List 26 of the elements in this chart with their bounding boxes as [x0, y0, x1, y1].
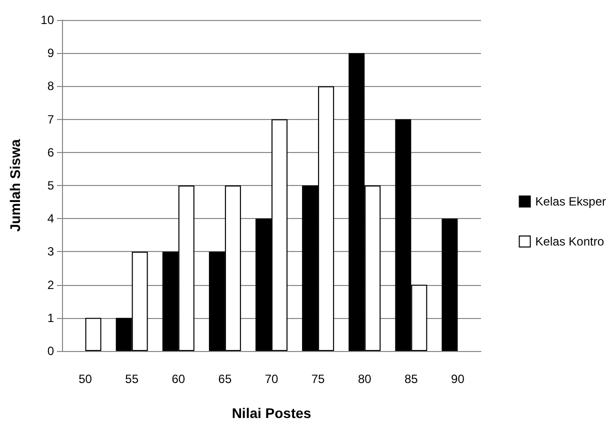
legend-label: Kelas Kontro [535, 234, 604, 248]
x-tick-label: 60 [172, 372, 186, 386]
y-tick-label: 8 [47, 79, 54, 94]
bar [442, 218, 458, 351]
x-tick-label: 90 [451, 372, 465, 386]
y-tick-label: 1 [47, 310, 54, 325]
y-tick-label: 9 [47, 46, 54, 60]
legend-label: Kelas Eksper [535, 194, 606, 208]
y-tick-label: 5 [47, 178, 54, 192]
x-tick-label: 85 [404, 372, 418, 386]
x-tick-label: 65 [218, 372, 232, 386]
y-tick-label: 7 [47, 112, 54, 126]
x-tick-label: 80 [358, 372, 372, 386]
y-axis-title: Jumlah Siswa [7, 138, 23, 232]
x-tick-label: 50 [78, 372, 92, 386]
bar [85, 318, 102, 351]
y-tick-label: 3 [47, 244, 54, 259]
x-axis-title: Nilai Postes [232, 405, 312, 421]
y-tick-label: 2 [47, 278, 54, 292]
x-tick-label: 55 [125, 372, 139, 386]
y-tick-label: 10 [40, 13, 54, 27]
y-tick-label: 0 [47, 344, 54, 358]
x-tick-label: 75 [311, 372, 326, 386]
x-tick-label: 70 [264, 372, 278, 386]
y-tick-label: 4 [47, 212, 54, 226]
y-tick-label: 6 [47, 145, 54, 160]
